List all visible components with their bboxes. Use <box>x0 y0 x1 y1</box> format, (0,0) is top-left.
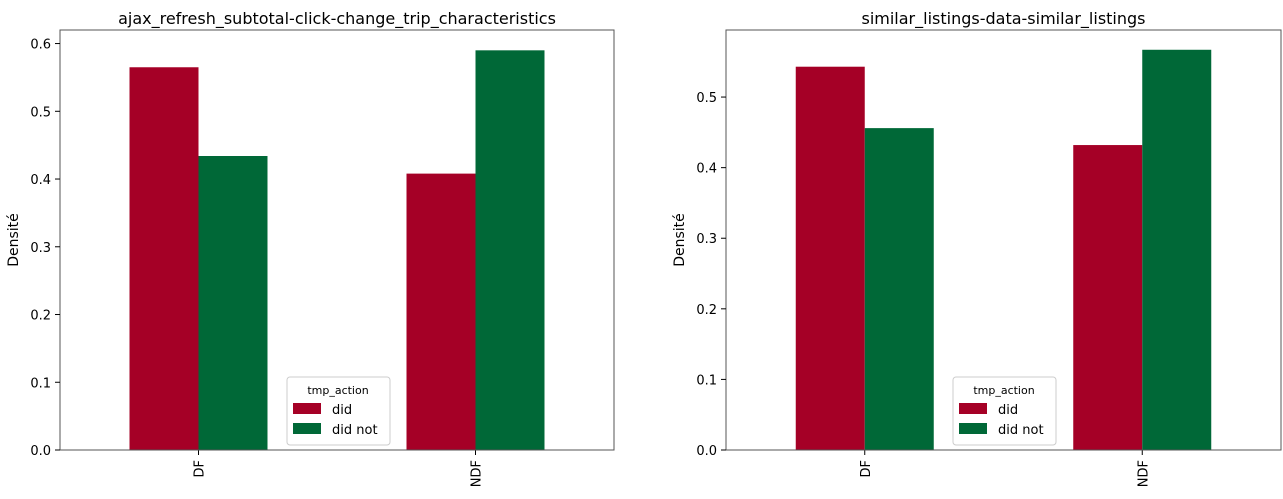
legend-label: did not <box>998 423 1044 438</box>
bar-df-did <box>129 67 199 451</box>
y-axis-label: Densité <box>672 213 688 267</box>
bar-ndf-did-not <box>475 50 545 451</box>
y-tick-label: 0.4 <box>696 162 717 177</box>
bar-ndf-did-not <box>1142 49 1212 450</box>
y-tick-label: 0.5 <box>30 105 51 120</box>
y-tick-label: 0.6 <box>30 38 51 53</box>
chart-title: ajax_refresh_subtotal-click-change_trip_… <box>118 9 556 29</box>
bar-df-did-not <box>864 128 934 450</box>
legend-swatch-did <box>293 403 321 414</box>
legend-swatch-did-not <box>293 423 321 434</box>
plot-frame <box>725 29 1282 451</box>
y-tick-label: 0.1 <box>696 373 717 388</box>
y-tick-label: 0.3 <box>696 232 717 247</box>
bar-df-did-not <box>198 156 268 450</box>
bar-df-did <box>795 66 865 451</box>
legend-label: did not <box>332 423 378 438</box>
y-tick-label: 0.1 <box>30 376 51 391</box>
y-tick-label: 0.5 <box>696 91 717 106</box>
plot-frame <box>59 29 615 451</box>
y-tick-label: 0.2 <box>30 309 51 324</box>
y-tick-label: 0.2 <box>696 303 717 318</box>
legend-title: tmp_action <box>973 384 1034 397</box>
x-tick-label: NDF <box>1136 460 1151 487</box>
bar-ndf-did <box>406 173 476 450</box>
y-tick-label: 0.0 <box>696 444 717 459</box>
legend-swatch-did-not <box>959 423 987 434</box>
x-tick-label: DF <box>859 460 874 478</box>
y-tick-label: 0.0 <box>30 444 51 459</box>
y-axis-label: Densité <box>6 213 22 267</box>
bar-ndf-did <box>1073 145 1143 450</box>
x-tick-label: DF <box>193 460 208 478</box>
x-tick-label: NDF <box>470 460 485 487</box>
legend-title: tmp_action <box>307 384 368 397</box>
legend-label: did <box>998 403 1018 418</box>
chart-title: similar_listings-data-similar_listings <box>861 9 1145 29</box>
left-chart-panel: DF NDF 0.0 0.1 0.2 0.3 0.4 0.5 0.6 ajax_refresh_s… <box>6 9 615 487</box>
y-tick-label: 0.3 <box>30 241 51 256</box>
legend-label: did <box>332 403 352 418</box>
right-chart-panel: DF NDF 0.0 0.1 0.2 0.3 0.4 0.5 similar_listings-… <box>672 9 1282 487</box>
y-tick-label: 0.4 <box>30 173 51 188</box>
legend-swatch-did <box>959 403 987 414</box>
